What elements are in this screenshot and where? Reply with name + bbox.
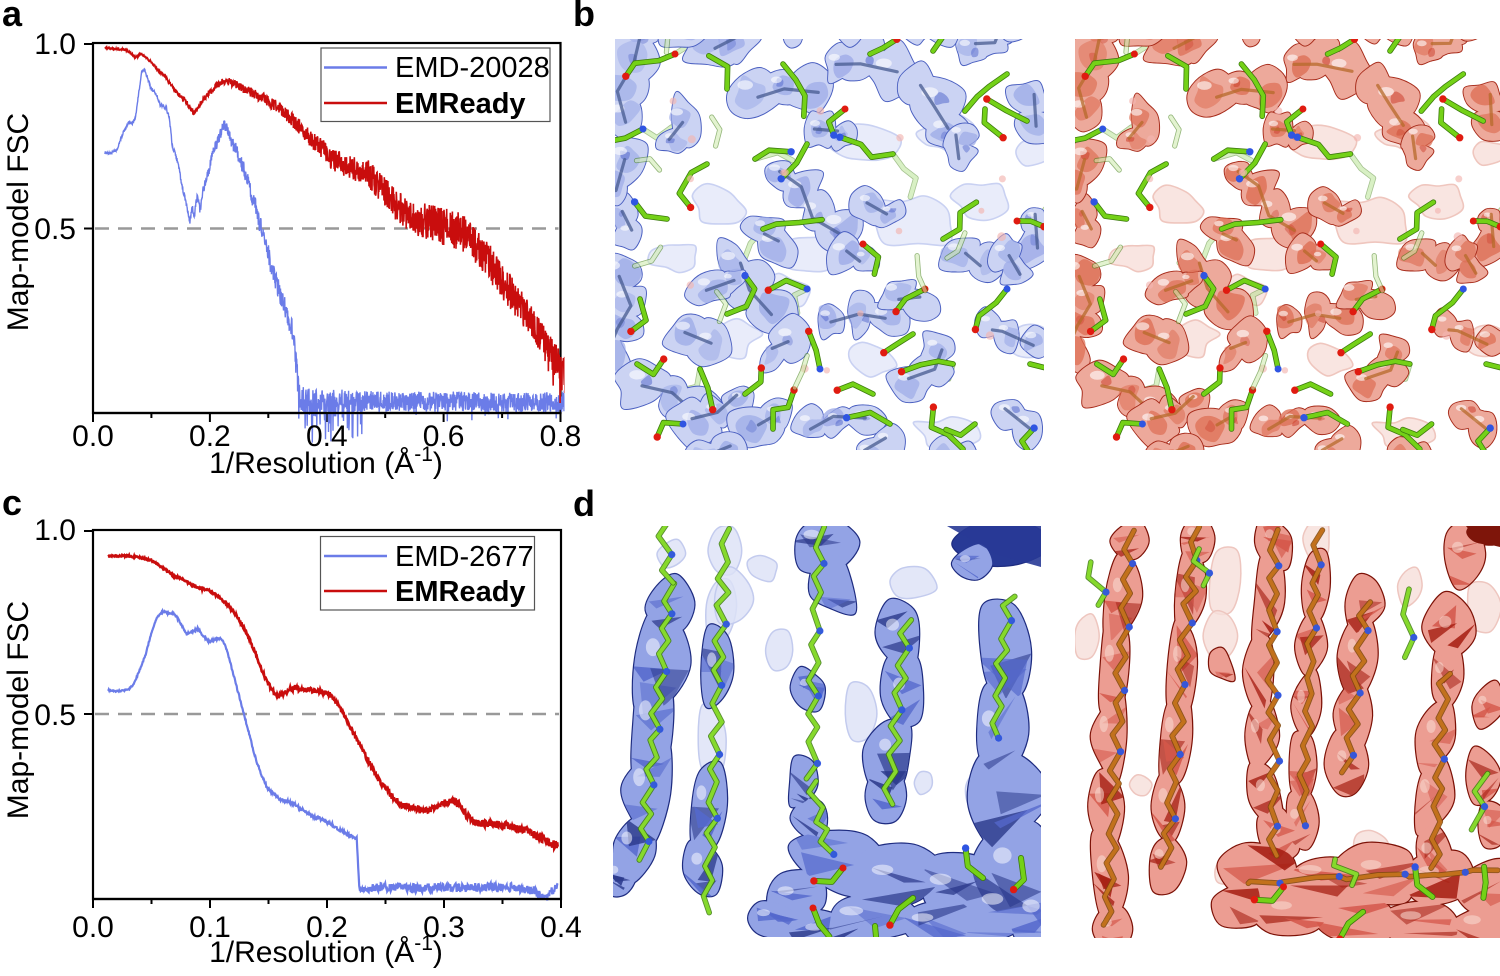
svg-text:Map-model FSC: Map-model FSC: [2, 113, 35, 331]
svg-text:EMReady: EMReady: [395, 576, 526, 608]
svg-text:a: a: [2, 0, 23, 34]
svg-text:1/Resolution (Å-1): 1/Resolution (Å-1): [209, 443, 443, 480]
svg-text:0.4: 0.4: [540, 911, 582, 944]
svg-text:0.8: 0.8: [540, 420, 582, 453]
svg-text:0.0: 0.0: [72, 420, 114, 453]
svg-text:b: b: [573, 0, 595, 34]
svg-text:1.0: 1.0: [34, 28, 76, 61]
svg-text:EMD-2677: EMD-2677: [395, 541, 534, 573]
svg-text:1.0: 1.0: [34, 514, 76, 547]
svg-text:Map-model FSC: Map-model FSC: [2, 601, 35, 819]
svg-text:1/Resolution (Å-1): 1/Resolution (Å-1): [209, 932, 443, 969]
svg-text:0.5: 0.5: [34, 699, 76, 732]
svg-text:EMReady: EMReady: [395, 88, 526, 120]
svg-text:c: c: [2, 482, 22, 523]
svg-text:0.5: 0.5: [34, 213, 76, 246]
svg-text:d: d: [573, 483, 595, 524]
svg-text:0.0: 0.0: [72, 911, 114, 944]
svg-text:EMD-20028: EMD-20028: [395, 52, 550, 84]
